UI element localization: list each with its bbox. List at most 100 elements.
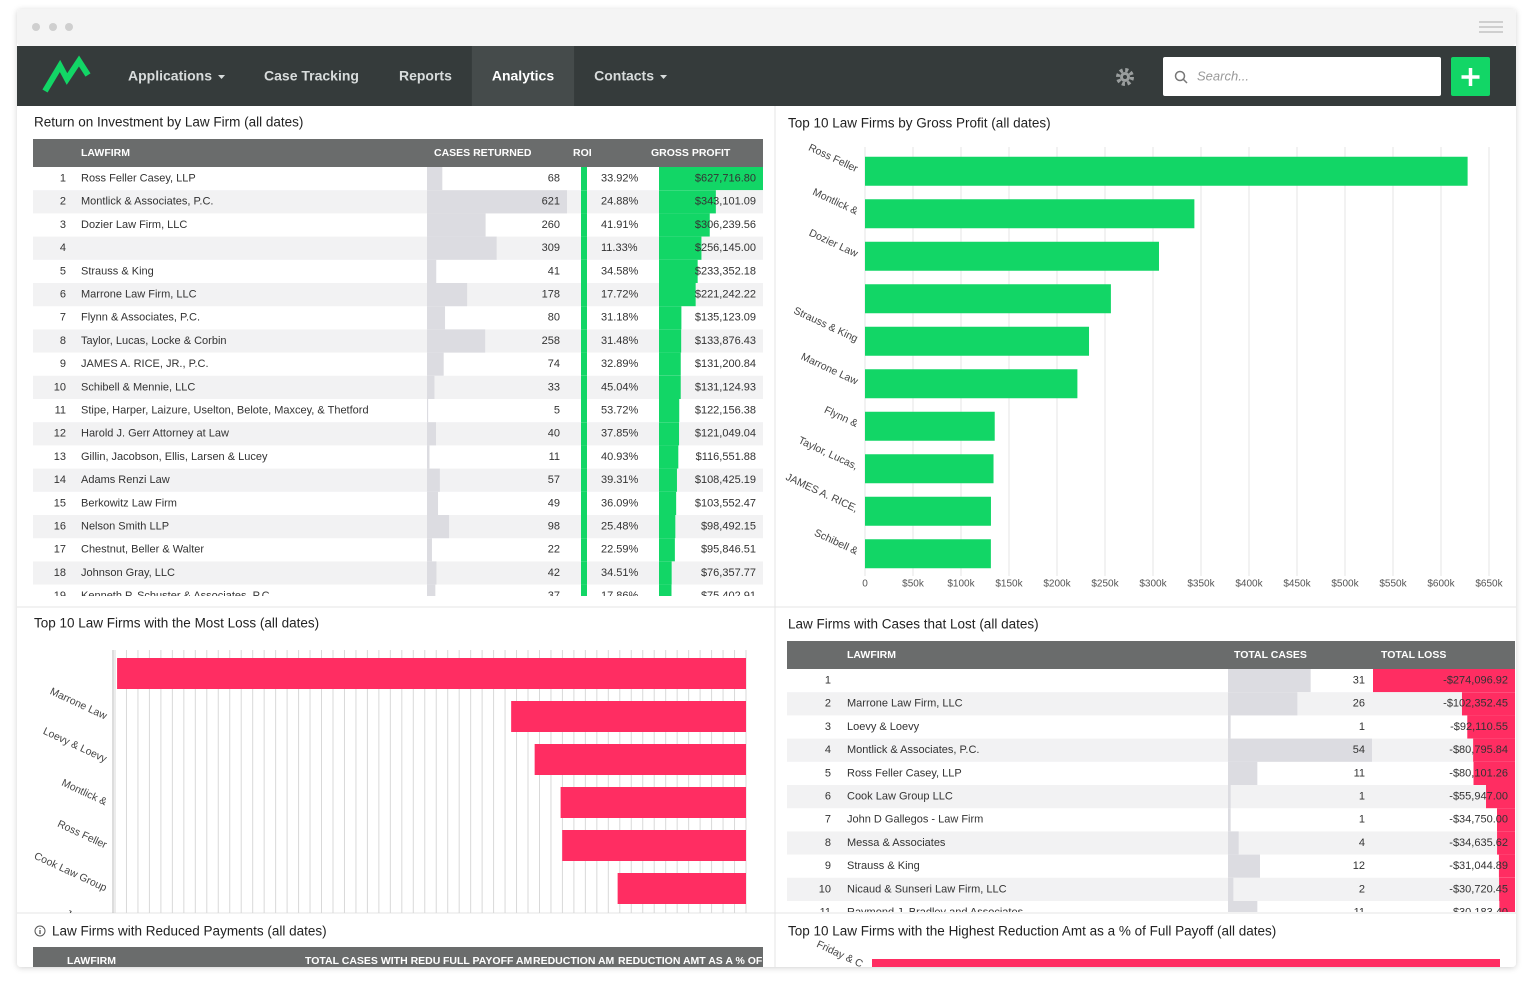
x-tick-label: $500k: [1331, 579, 1359, 590]
firm-name[interactable]: Loevy & Loevy: [847, 721, 920, 733]
gross-profit: $221,242.22: [695, 289, 756, 301]
cases-bar: [1228, 715, 1231, 739]
search-box[interactable]: [1163, 57, 1441, 96]
roi: 33.92%: [601, 173, 639, 185]
logo[interactable]: [42, 55, 91, 93]
nav-item[interactable]: Analytics: [492, 68, 554, 84]
cases-bar: [427, 352, 444, 376]
firm-name[interactable]: Chestnut, Beller & Walter: [81, 544, 204, 556]
firm-name[interactable]: Ross Feller Casey, LLP: [847, 767, 962, 779]
firm-name[interactable]: Montlick & Associates, P.C.: [81, 196, 213, 208]
firm-name[interactable]: Nelson Smith LLP: [81, 521, 169, 533]
gross-profit: $121,049.04: [695, 428, 756, 440]
cases-bar: [427, 213, 486, 237]
cases: 11: [1354, 767, 1365, 779]
nav-item[interactable]: Applications: [128, 68, 212, 84]
firm-name[interactable]: Flynn & Associates, P.C.: [81, 312, 200, 324]
info-icon[interactable]: [34, 925, 46, 937]
firm-name[interactable]: Marrone Law Firm, LLC: [81, 289, 197, 301]
firm-name[interactable]: Strauss & King: [847, 860, 920, 872]
column-header: REDUCTION AMT AS A % OF F: [618, 955, 772, 967]
nav-item[interactable]: Case Tracking: [264, 68, 359, 84]
cases: 57: [548, 474, 560, 486]
rank: 17: [54, 544, 66, 556]
cases-bar: [427, 375, 435, 399]
firm-name[interactable]: Ross Feller Casey, LLP: [81, 173, 196, 185]
firm-name[interactable]: Cook Law Group LLC: [847, 791, 953, 803]
roi-indicator: [581, 306, 587, 330]
gross-profit-bar: [659, 190, 716, 214]
roi: 41.91%: [601, 219, 639, 231]
loss-bar: [1499, 901, 1515, 912]
cases-bar: [427, 399, 429, 423]
cases-bar: [427, 422, 437, 446]
firm-name[interactable]: Messa & Associates: [847, 837, 946, 849]
roi: 24.88%: [601, 196, 639, 208]
window-dot[interactable]: [32, 23, 40, 31]
firm-name[interactable]: Berkowitz Law Firm: [81, 497, 177, 509]
firm-name[interactable]: John D Gallegos - Law Firm: [847, 814, 983, 826]
firm-name[interactable]: Nicaud & Sunseri Law Firm, LLC: [847, 883, 1007, 895]
firm-name[interactable]: Kenneth P. Schuster & Associates, P.C.: [81, 590, 273, 602]
gross-profit-bar: [659, 283, 696, 307]
roi-indicator: [581, 167, 587, 191]
window-dot[interactable]: [49, 23, 57, 31]
x-tick-label: 0: [862, 579, 868, 590]
rank: 9: [825, 860, 831, 872]
cases-bar: [427, 283, 468, 307]
title-bar: [17, 9, 1516, 46]
rank: 5: [60, 265, 66, 277]
cases-bar: [427, 167, 443, 191]
window-dot[interactable]: [65, 23, 73, 31]
firm-name[interactable]: Dozier Law Firm, LLC: [81, 219, 187, 231]
firm-name[interactable]: Adams Renzi Law: [81, 474, 170, 486]
cases-bar: [427, 329, 486, 353]
menu-icon[interactable]: [1479, 21, 1503, 33]
firm-name[interactable]: Taylor, Lucas, Locke & Corbin: [81, 335, 227, 347]
loss-bar: [1496, 808, 1515, 832]
nav-item[interactable]: Contacts: [594, 68, 654, 84]
firm-name[interactable]: Gillin, Jacobson, Ellis, Larsen & Lucey: [81, 451, 268, 463]
roi: 32.89%: [601, 358, 639, 370]
firm-name[interactable]: Schibell & Mennie, LLC: [81, 381, 195, 393]
rank: 4: [60, 242, 66, 254]
roi-indicator: [581, 445, 587, 469]
cases: 98: [548, 521, 560, 533]
gross-profit: $133,876.43: [695, 335, 756, 347]
roi-indicator: [581, 538, 587, 562]
roi-indicator: [581, 375, 587, 399]
roi-indicator: [581, 515, 587, 539]
roi-indicator: [581, 422, 587, 446]
bar: [872, 959, 1500, 967]
loss-bar: [1467, 715, 1515, 739]
firm-name[interactable]: Harold J. Gerr Attorney at Law: [81, 428, 229, 440]
gross-profit-bar: [659, 491, 677, 515]
rank: 3: [60, 219, 66, 231]
gross-profit: $98,492.15: [701, 521, 756, 533]
loss-bar: [1473, 738, 1515, 762]
row-stripe: [33, 190, 763, 214]
cases: 41: [548, 265, 560, 277]
firm-name[interactable]: Stipe, Harper, Laizure, Uselton, Belote,…: [81, 405, 369, 417]
x-tick-label: $400k: [1235, 579, 1263, 590]
cases-bar: [427, 306, 446, 330]
cases: 1: [1359, 791, 1365, 803]
firm-name[interactable]: Johnson Gray, LLC: [81, 567, 175, 579]
roi-indicator: [581, 352, 587, 376]
row-stripe: [787, 692, 1515, 716]
firm-name[interactable]: Strauss & King: [81, 265, 154, 277]
bar: [865, 326, 1090, 356]
gross-profit-bar: [659, 375, 681, 399]
firm-name[interactable]: Montlick & Associates, P.C.: [847, 744, 979, 756]
settings-icon[interactable]: [1116, 68, 1134, 86]
reduced-table: LAWFIRM TOTAL CASES WITH REDU FULL PAYOFF …: [33, 947, 772, 967]
firm-name[interactable]: JAMES A. RICE, JR., P.C.: [81, 358, 209, 370]
firm-name[interactable]: Raymond J. Bradley and Associates: [847, 907, 1024, 919]
gross-profit-bar: [659, 468, 677, 492]
firm-name[interactable]: Marrone Law Firm, LLC: [847, 698, 963, 710]
cases: 31: [1353, 675, 1365, 687]
bar: [117, 658, 747, 689]
cases-bar: [427, 538, 432, 562]
bar: [865, 199, 1195, 229]
nav-item[interactable]: Reports: [399, 68, 452, 84]
